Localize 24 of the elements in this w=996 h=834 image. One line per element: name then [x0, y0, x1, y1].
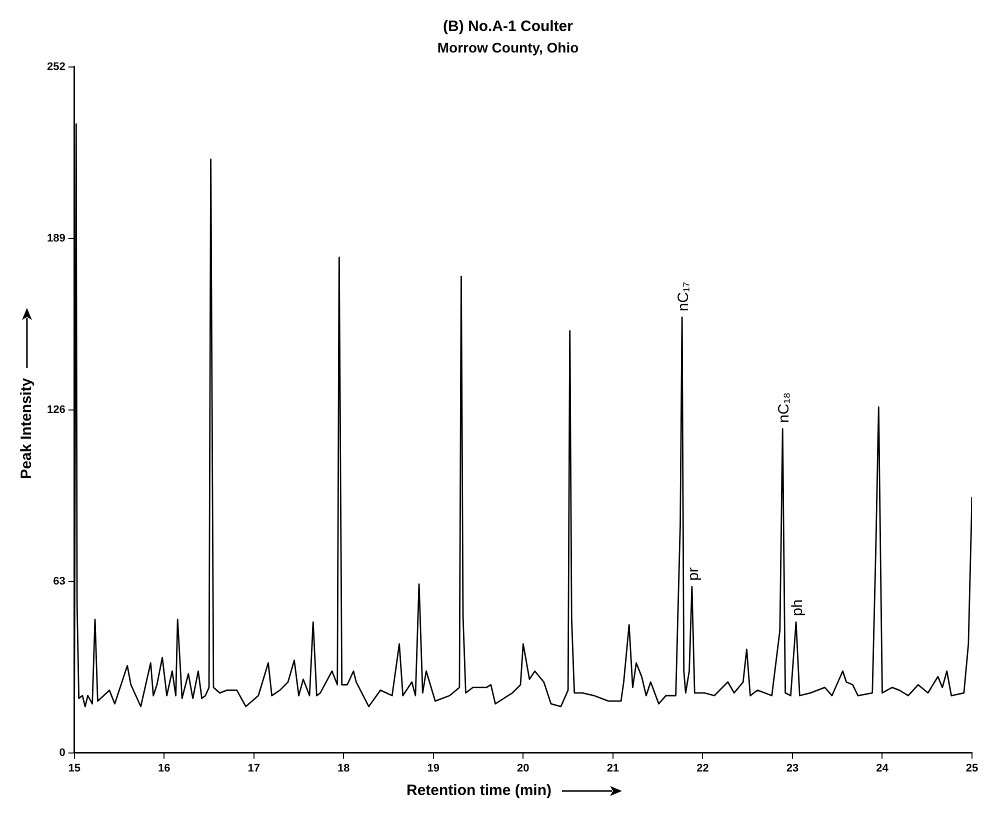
x-tick-label: 19 [427, 762, 440, 774]
annotation: pr [685, 567, 702, 581]
x-tick-label: 18 [338, 762, 350, 774]
y-axis-title: Peak Intensity [18, 378, 35, 478]
x-tick-label: 24 [876, 762, 890, 774]
x-axis-title: Retention time (min) [406, 782, 552, 799]
y-tick-label: 252 [46, 60, 66, 73]
y-tick-label: 0 [59, 746, 66, 759]
annotation: ph [789, 599, 806, 616]
y-tick-label: 189 [46, 232, 66, 244]
x-tick-label: 23 [786, 762, 799, 774]
x-tick-label: 17 [248, 762, 260, 774]
y-tick-label: 126 [46, 404, 66, 416]
annotation: nC₁₇ [675, 282, 692, 312]
x-tick-label: 25 [966, 762, 978, 774]
x-tick-label: 22 [696, 762, 709, 774]
y-tick-label: 63 [53, 575, 66, 588]
x-tick-label: 21 [606, 762, 620, 774]
x-tick-label: 20 [517, 762, 530, 774]
chart-title: (B) No.A-1 Coulter [443, 18, 574, 36]
chart-subtitle: Morrow County, Ohio [437, 39, 579, 56]
x-tick-label: 16 [158, 762, 170, 774]
x-tick-label: 15 [68, 762, 80, 774]
annotation: nC₁₈ [776, 392, 793, 423]
